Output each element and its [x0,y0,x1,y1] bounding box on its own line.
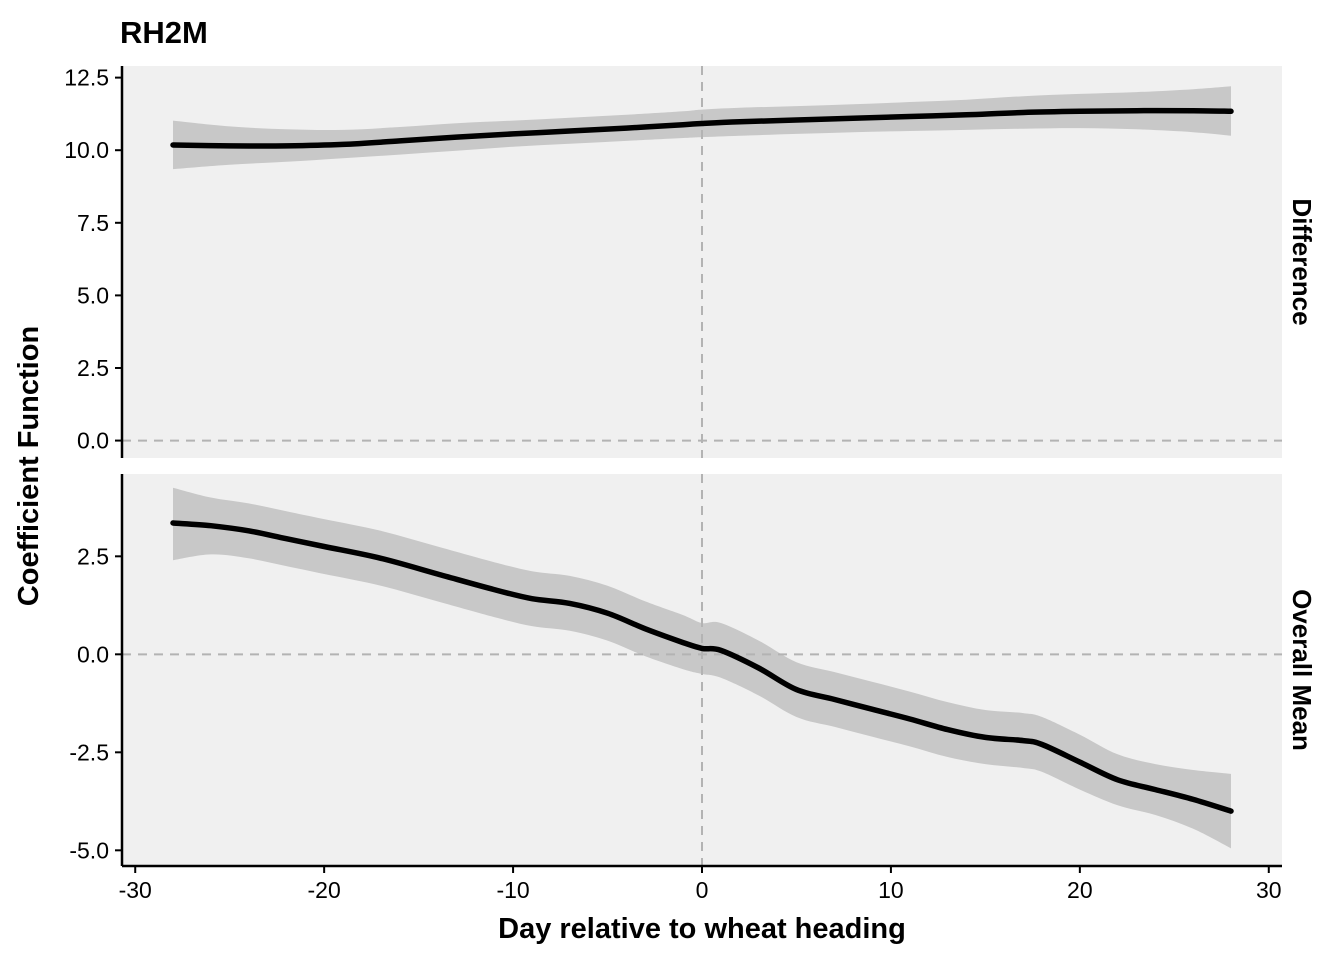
x-tick-label: 20 [1067,877,1093,903]
y-tick-label-difference: 0.0 [77,428,109,454]
strip-label-difference: Difference [1287,198,1317,325]
y-axis-title: Coefficient Function [13,326,45,606]
y-tick-label-overall-mean: 2.5 [77,543,109,569]
strip-label-overall-mean: Overall Mean [1287,589,1317,751]
panel-overall-mean [122,474,1282,866]
y-tick-label-overall-mean: -5.0 [69,837,109,863]
chart-title: RH2M [120,15,208,50]
confidence-ribbon-difference-0 [173,86,1231,170]
x-tick-label: 30 [1256,877,1282,903]
y-tick-label-difference: 10.0 [64,137,109,163]
axes: 0.0 2.5 5.0 7.5 10.0 12.5 -5.0 -2.5 0.0 2.5 -30 -20… [64,65,1282,903]
x-tick-label: -10 [496,877,529,903]
coefficient-line-difference-0 [170,107,1234,149]
y-tick-label-difference: 7.5 [77,210,109,236]
y-tick-label-difference: 5.0 [77,282,109,308]
y-tick-label-overall-mean: -2.5 [69,739,109,765]
x-tick-label: 0 [696,877,709,903]
y-tick-label-difference: 12.5 [64,65,109,91]
coefficient-line-overall-mean-0 [170,520,1234,814]
x-tick-label: 10 [878,877,904,903]
y-tick-label-overall-mean: 0.0 [77,641,109,667]
x-axis-title: Day relative to wheat heading [498,913,906,945]
y-tick-label-difference: 2.5 [77,355,109,381]
x-tick-label: -20 [308,877,341,903]
x-tick-label: -30 [119,877,152,903]
panel-difference [122,66,1282,458]
